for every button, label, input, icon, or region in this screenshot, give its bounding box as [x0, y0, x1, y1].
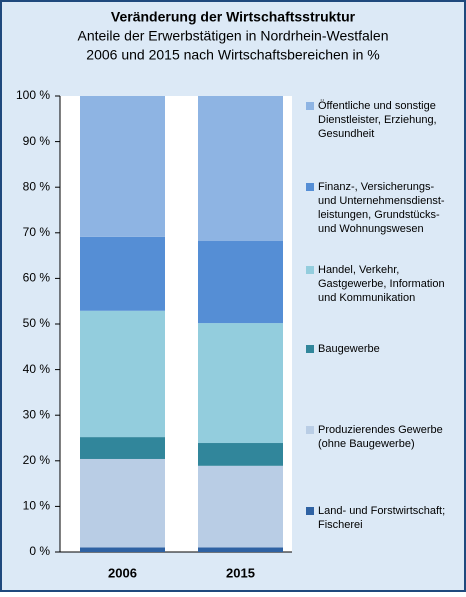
y-tick-label: 0 %: [29, 544, 50, 558]
bar-segment: [80, 437, 165, 459]
legend-label: Handel, Verkehr, Gastgewerbe, Information…: [318, 264, 445, 304]
chart-title: Veränderung der Wirtschaftsstruktur: [111, 9, 356, 25]
y-tick-label: 80 %: [23, 179, 51, 193]
x-tick-label: 2015: [226, 565, 255, 580]
bar-segment: [198, 323, 283, 444]
bar-segment: [80, 236, 165, 311]
y-tick-label: 60 %: [23, 271, 51, 285]
legend-label: Produzierendes Gewerbe (ohne Baugewerbe): [318, 424, 443, 450]
x-tick-label: 2006: [108, 565, 137, 580]
legend-swatch: [306, 102, 314, 110]
bar-segment: [80, 547, 165, 552]
bar-segment: [198, 465, 283, 548]
chart-subtitle: Anteile der Erwerbstätigen in Nordrhein-…: [77, 28, 388, 44]
legend-label: Land- und Forstwirtschaft; Fischerei: [318, 505, 445, 531]
bar-segment: [80, 458, 165, 548]
legend-swatch: [306, 507, 314, 515]
y-tick-label: 10 %: [23, 499, 51, 513]
legend-swatch: [306, 183, 314, 191]
legend-swatch: [306, 426, 314, 434]
y-tick-label: 40 %: [23, 362, 51, 376]
bar-segment: [198, 547, 283, 552]
legend-swatch: [306, 345, 314, 353]
y-tick-label: 70 %: [23, 225, 51, 239]
bar-segment: [80, 310, 165, 438]
y-tick-label: 30 %: [23, 407, 51, 421]
y-tick-label: 100 %: [16, 88, 50, 102]
chart-subtitle: 2006 und 2015 nach Wirtschaftsbereichen …: [86, 47, 379, 63]
y-tick-label: 20 %: [23, 453, 51, 467]
bar-segment: [80, 96, 165, 237]
legend-label: Baugewerbe: [318, 343, 380, 355]
bar-segment: [198, 96, 283, 242]
bar-segment: [198, 443, 283, 466]
legend-label: Öffentliche und sonstige Dienstleister, E…: [318, 100, 437, 140]
bar-segment: [198, 241, 283, 324]
y-tick-label: 90 %: [23, 134, 51, 148]
legend-label: Finanz-, Versicherungs-und Unternehmensd…: [318, 181, 445, 235]
legend-swatch: [306, 266, 314, 274]
y-tick-label: 50 %: [23, 316, 51, 330]
